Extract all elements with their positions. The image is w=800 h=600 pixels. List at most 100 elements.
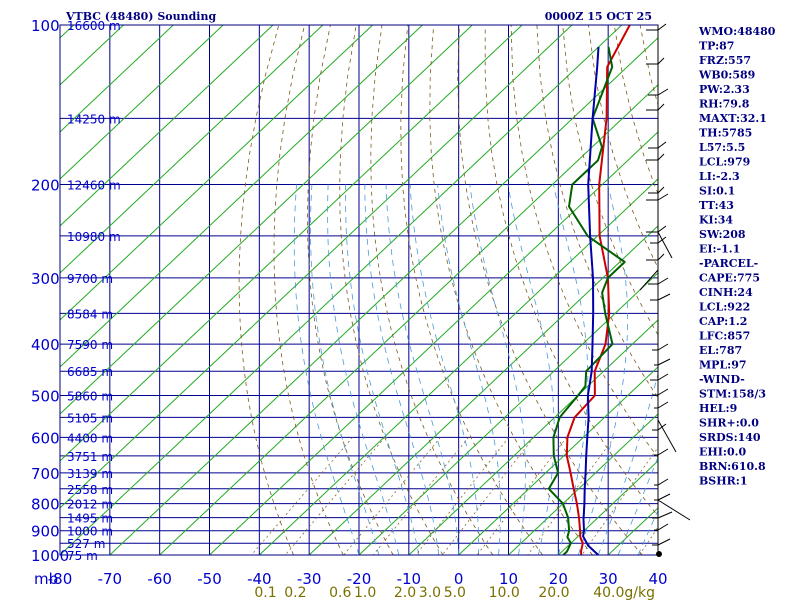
isotherm-line [508, 413, 658, 555]
pressure-tick-label: 100 [31, 17, 60, 35]
mixing-ratio-line [581, 446, 658, 555]
index-item: CINH:24 [699, 286, 753, 299]
height-label: 10980 m [67, 230, 121, 244]
height-label: 75 m [67, 549, 98, 563]
surface-wind-dot [656, 551, 662, 557]
index-item: HEL:9 [699, 402, 737, 415]
pressure-tick-label: 1000 [31, 547, 69, 565]
moist-adiabat [327, 184, 400, 555]
wind-barb [657, 153, 665, 161]
height-label: 2558 m [67, 483, 113, 497]
height-labels: 16600 m 14250 m 12460 m 10980 m 9700 m 8584 m… [67, 19, 121, 563]
dry-adiabat [339, 25, 444, 555]
wind-barb [657, 523, 669, 531]
isotherm-line [308, 225, 658, 555]
height-label: 4400 m [67, 431, 113, 445]
mixing-ratio-label: 0.6 [329, 585, 351, 600]
index-item: TT:43 [699, 199, 734, 212]
index-item: FRZ:557 [699, 54, 751, 67]
moist-adiabat [617, 455, 658, 555]
wind-barb [657, 388, 669, 396]
isobar-isotherm-grid [60, 25, 658, 555]
height-label: 9700 m [67, 272, 113, 286]
isotherm-line [60, 25, 324, 274]
pressure-tick-label: 200 [31, 177, 60, 195]
isotherm-line [0, 25, 24, 555]
chart-title: VTBC (48480) Sounding [65, 10, 216, 23]
moist-adiabat [469, 184, 526, 555]
index-item: TP:87 [699, 40, 734, 53]
index-item: LI:-2.3 [699, 170, 740, 183]
dry-adiabat [795, 25, 800, 555]
moist-adiabat [385, 184, 460, 555]
index-item: KI:34 [699, 214, 733, 227]
moist-adiabat [293, 184, 360, 555]
isotherm-line [60, 25, 473, 415]
isotherm-line [358, 272, 658, 555]
moist-adiabat [364, 184, 440, 555]
moist-adiabats [293, 184, 658, 555]
index-item: SW:208 [699, 228, 746, 241]
sounding-traces [547, 25, 631, 555]
index-item: MPL:97 [699, 359, 747, 372]
temperature-tick-label: -80 [48, 570, 73, 588]
temperature-tick-label: -30 [297, 570, 322, 588]
wind-barb [657, 277, 669, 285]
moist-adiabat [553, 184, 589, 555]
pressure-tick-label: 500 [31, 387, 60, 405]
pressure-tick-label: 900 [31, 523, 60, 541]
height-label: 3139 m [67, 467, 113, 481]
height-label: 1000 m [67, 525, 113, 539]
index-item: LFC:857 [699, 330, 750, 343]
isotherm-line [758, 25, 800, 555]
mixing-ratio-line [251, 437, 353, 555]
isotherm-line [60, 25, 274, 227]
wind-barb [657, 103, 665, 111]
wind-barb [657, 478, 669, 486]
moist-adiabat [637, 509, 658, 555]
wind-barb [639, 269, 659, 291]
isotherm-line [60, 25, 373, 321]
isotherm-line [258, 178, 658, 555]
height-label: 3751 m [67, 450, 113, 464]
moist-adiabat [577, 184, 629, 555]
temperature-trace [565, 25, 631, 555]
temperature-tick-label: -10 [397, 570, 422, 588]
index-item: RH:79.8 [699, 98, 750, 111]
isotherm-line [60, 25, 523, 462]
isotherm-line [60, 25, 174, 133]
temperature-tick-label: -20 [347, 570, 372, 588]
mixing-ratio-labels: 0.1 0.2 0.6 1.0 2.0 3.0 5.0 10.0 20.0 40.0g/kg [254, 585, 655, 600]
mixing-ratio-label: 1.0 [354, 585, 376, 600]
mixing-ratio-label: 2.0 [394, 585, 416, 600]
dry-adiabat [307, 25, 394, 555]
index-item: CAP:1.2 [699, 315, 747, 328]
parcel-trace [582, 46, 600, 555]
dry-adiabat [273, 25, 344, 555]
wind-barb [657, 225, 667, 233]
pressure-tick-label: 400 [31, 336, 60, 354]
temperature-tick-label: 10 [499, 570, 518, 588]
mixing-ratio-line [284, 437, 386, 555]
wind-barb [657, 343, 669, 351]
wind-barb [657, 358, 671, 366]
isotherm-line [60, 25, 224, 180]
isotherm-line [408, 319, 658, 555]
height-label: 2012 m [67, 498, 113, 512]
dry-adiabat [370, 25, 494, 555]
mixing-ratio-label: 40.0g/kg [593, 585, 655, 600]
index-item: MAXT:32.1 [699, 112, 767, 125]
temperature-tick-label: -50 [197, 570, 222, 588]
height-label: 5860 m [67, 389, 113, 403]
index-item: -WIND- [699, 373, 745, 386]
wind-barb [657, 419, 677, 453]
index-item: L57:5.5 [699, 141, 745, 154]
dry-adiabat [429, 25, 593, 555]
dry-adiabat [457, 25, 643, 555]
index-item: SI:0.1 [699, 185, 735, 198]
index-item: LCL:979 [699, 156, 750, 169]
wind-barb [657, 253, 665, 261]
mixing-ratio-line [343, 437, 441, 555]
isotherm-line [60, 25, 623, 555]
